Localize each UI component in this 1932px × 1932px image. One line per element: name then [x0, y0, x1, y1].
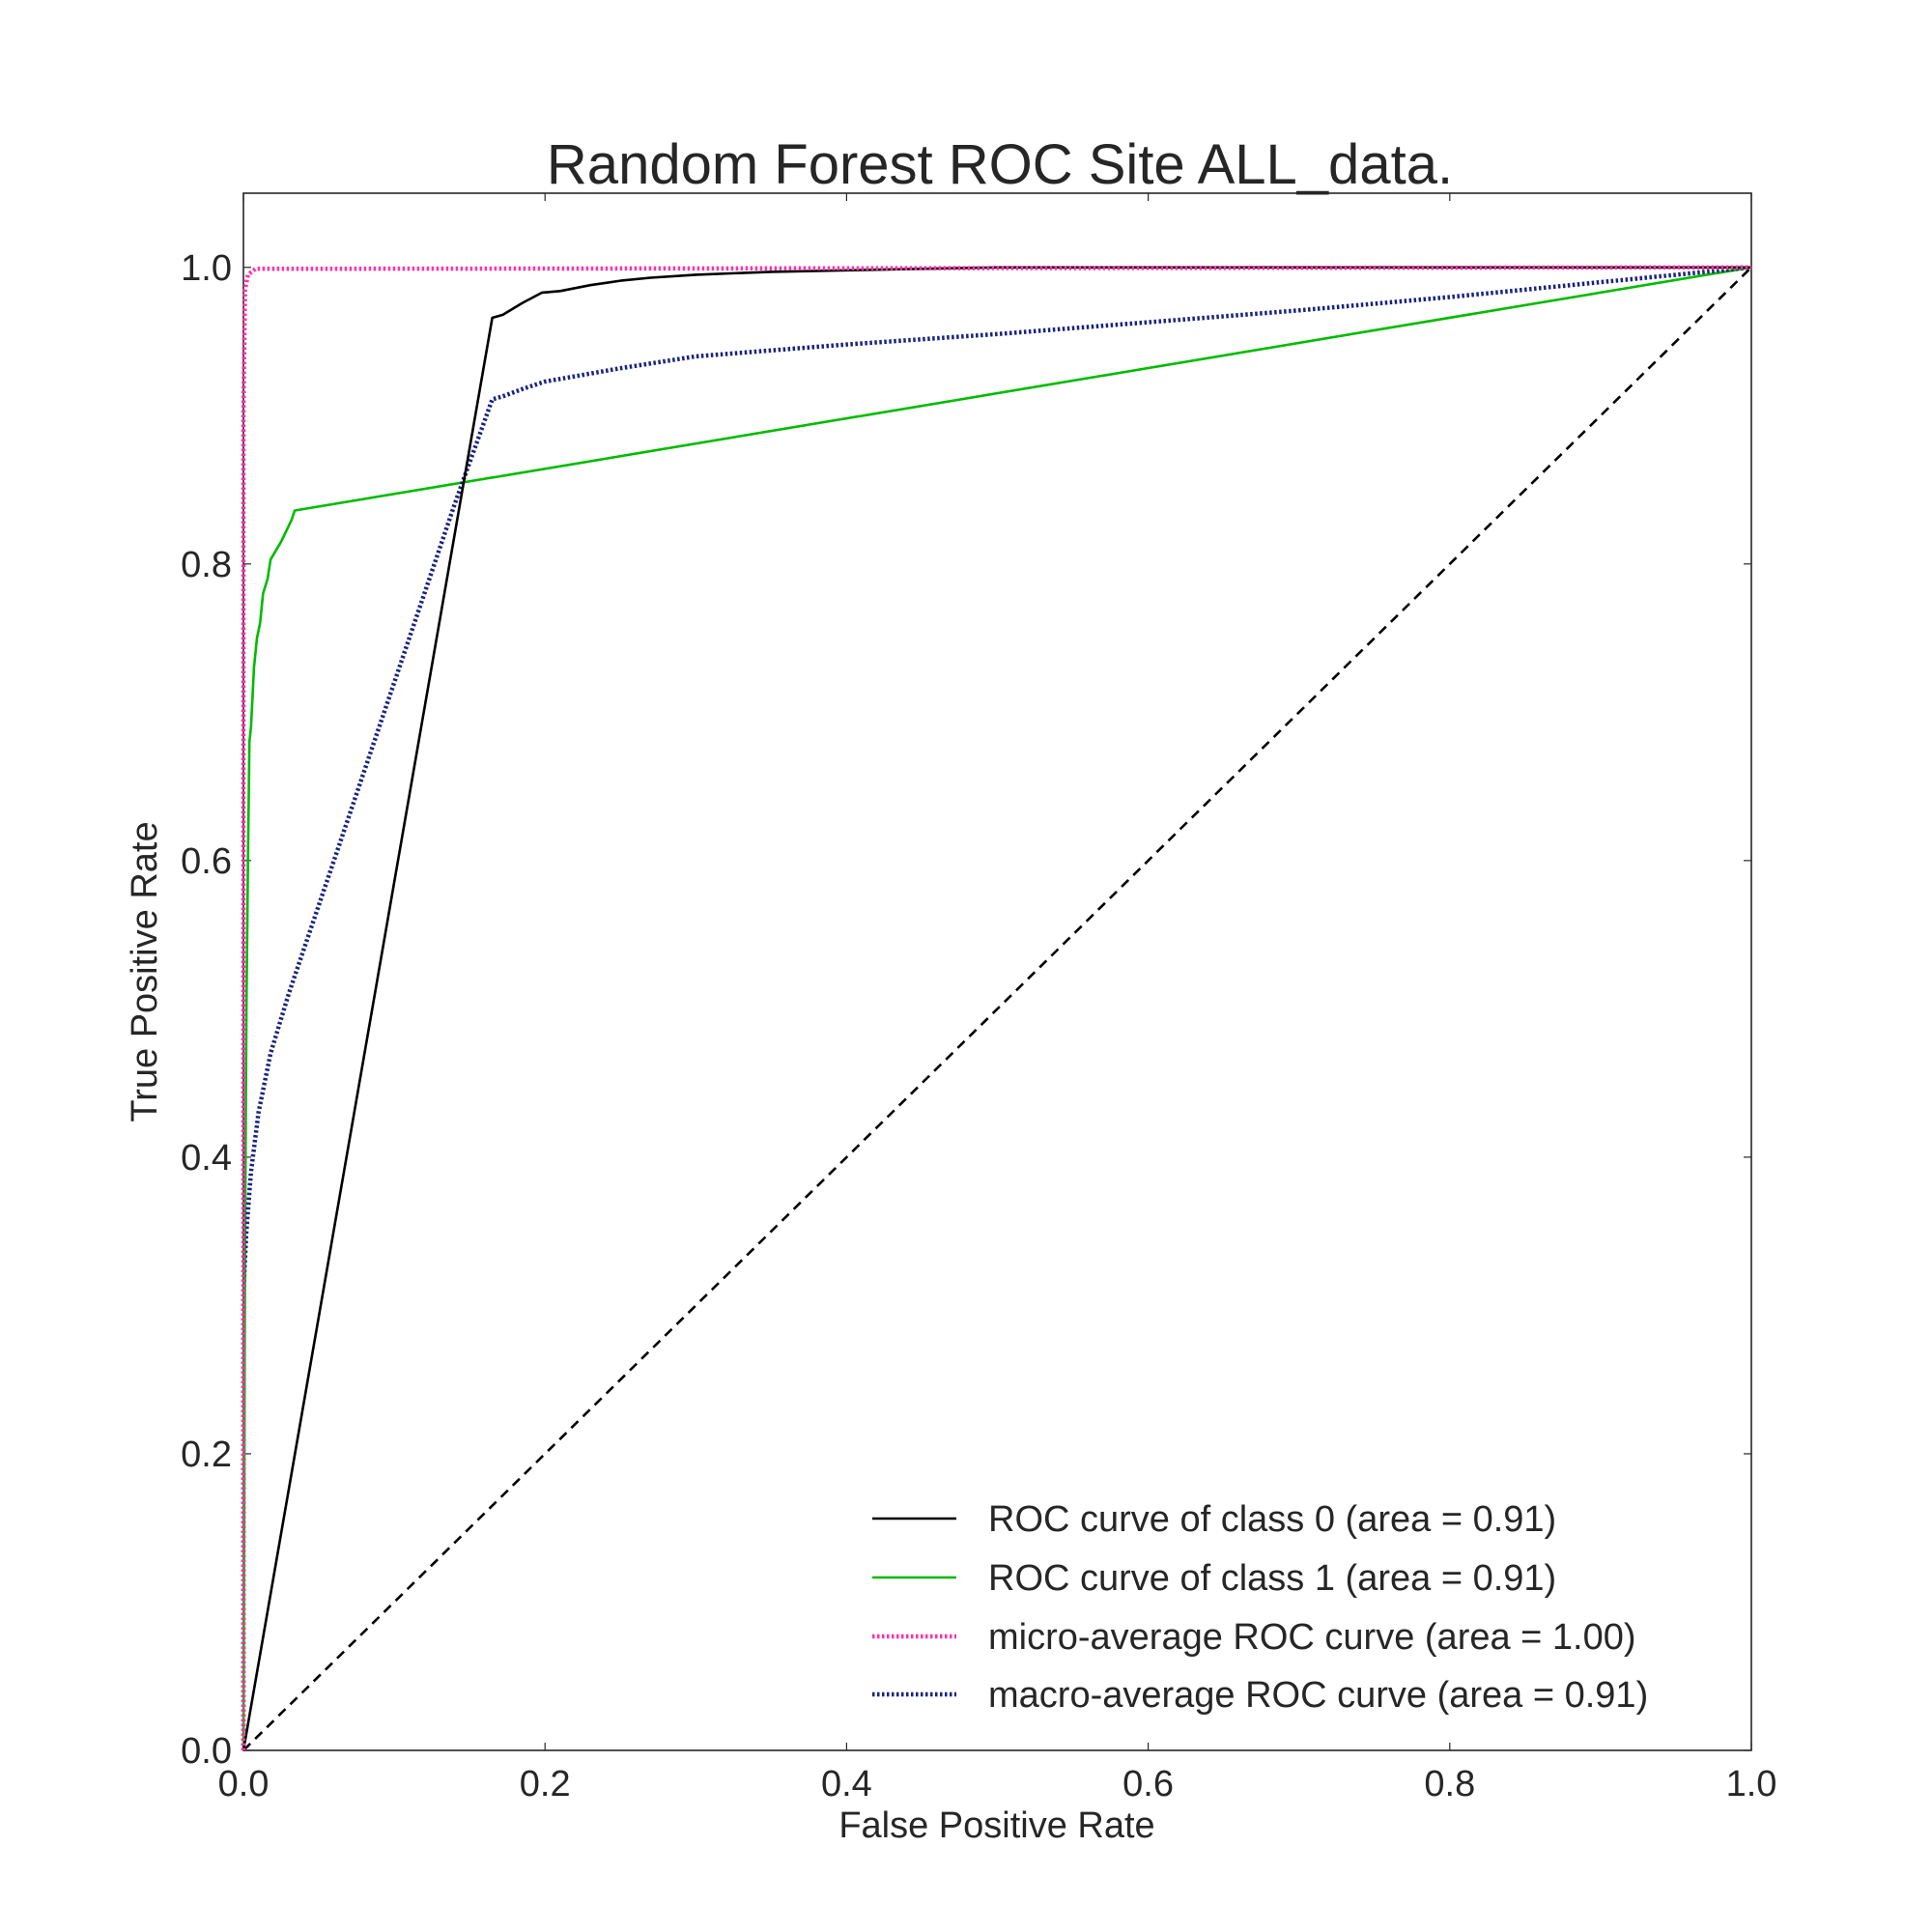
y-tick-label: 0.8: [181, 545, 232, 585]
x-tick-label: 0.4: [821, 1764, 872, 1804]
y-tick-label: 0.4: [181, 1138, 232, 1179]
x-tick-label: 0.6: [1122, 1764, 1174, 1804]
x-tick-label: 1.0: [1726, 1764, 1777, 1804]
legend: ROC curve of class 0 (area = 0.91) ROC cu…: [872, 1499, 1648, 1716]
y-tick-label: 0.2: [181, 1435, 232, 1475]
y-tick-label: 0.6: [181, 841, 232, 882]
chart-title: Random Forest ROC Site ALL_data.: [547, 133, 1453, 196]
x-axis-label: False Positive Rate: [838, 1805, 1154, 1846]
y-tick-label: 1.0: [181, 248, 232, 289]
legend-label: macro-average ROC curve (area = 0.91): [988, 1675, 1648, 1716]
y-axis-label: True Positive Rate: [125, 821, 165, 1122]
y-tick-label: 0.0: [181, 1731, 232, 1772]
legend-label: ROC curve of class 0 (area = 0.91): [988, 1499, 1556, 1540]
legend-label: ROC curve of class 1 (area = 0.91): [988, 1558, 1556, 1599]
legend-label: micro-average ROC curve (area = 1.00): [988, 1617, 1636, 1658]
x-tick-label: 0.8: [1424, 1764, 1475, 1804]
x-tick-label: 0.2: [520, 1764, 571, 1804]
